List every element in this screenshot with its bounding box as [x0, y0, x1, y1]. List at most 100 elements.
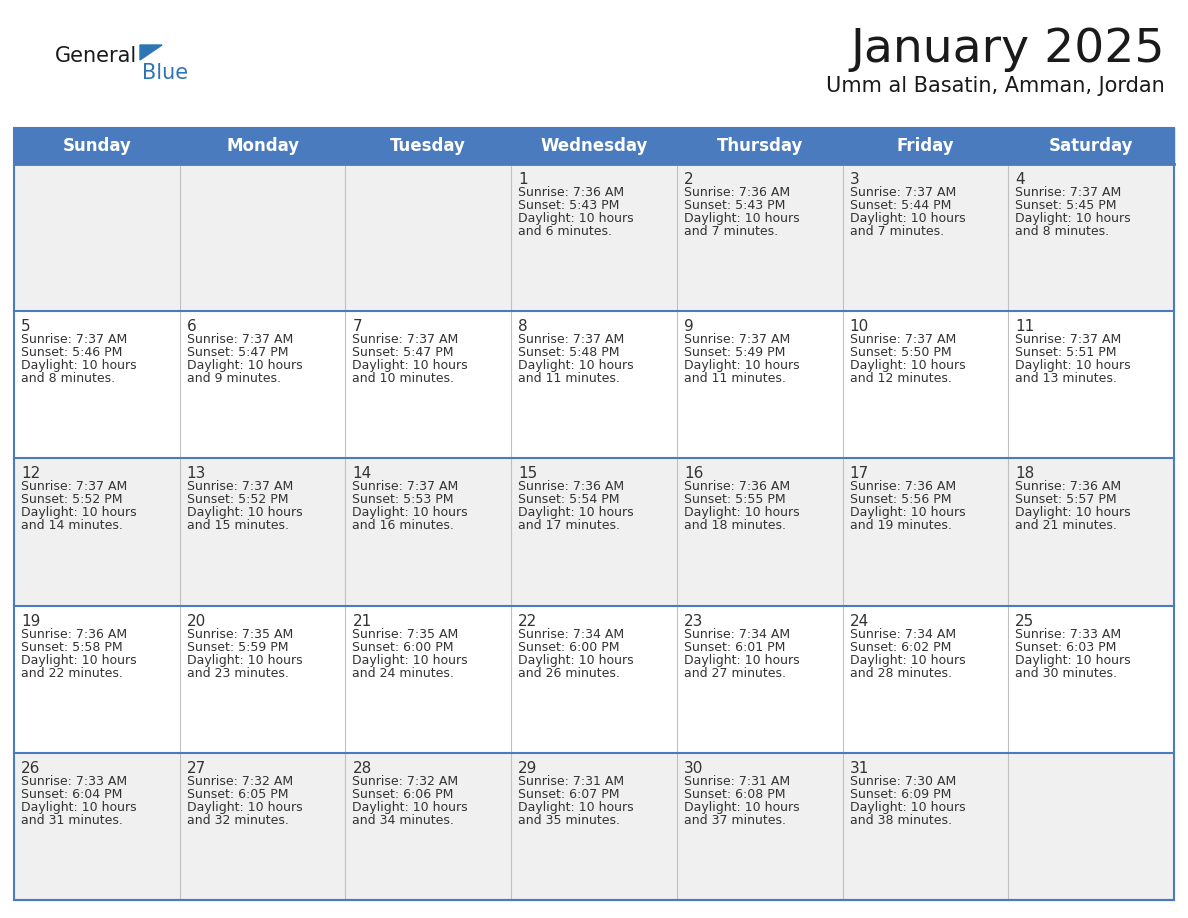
Text: and 13 minutes.: and 13 minutes.: [1016, 372, 1117, 386]
Text: Sunrise: 7:34 AM: Sunrise: 7:34 AM: [518, 628, 624, 641]
Bar: [14, 311, 1174, 458]
Bar: [14, 753, 1174, 900]
Text: Sunrise: 7:31 AM: Sunrise: 7:31 AM: [684, 775, 790, 788]
Text: 12: 12: [21, 466, 40, 481]
Text: and 21 minutes.: and 21 minutes.: [1016, 520, 1117, 532]
Text: and 22 minutes.: and 22 minutes.: [21, 666, 122, 679]
Text: 15: 15: [518, 466, 537, 481]
Text: Sunrise: 7:37 AM: Sunrise: 7:37 AM: [1016, 186, 1121, 199]
Text: Daylight: 10 hours: Daylight: 10 hours: [1016, 507, 1131, 520]
Text: and 14 minutes.: and 14 minutes.: [21, 520, 122, 532]
Text: 6: 6: [187, 319, 196, 334]
Text: Sunset: 5:54 PM: Sunset: 5:54 PM: [518, 493, 620, 507]
Text: and 19 minutes.: and 19 minutes.: [849, 520, 952, 532]
Text: Daylight: 10 hours: Daylight: 10 hours: [1016, 212, 1131, 225]
Text: Daylight: 10 hours: Daylight: 10 hours: [21, 359, 137, 372]
Text: 16: 16: [684, 466, 703, 481]
Text: Thursday: Thursday: [716, 137, 803, 155]
Text: Daylight: 10 hours: Daylight: 10 hours: [684, 800, 800, 813]
Text: Sunrise: 7:35 AM: Sunrise: 7:35 AM: [353, 628, 459, 641]
Text: Daylight: 10 hours: Daylight: 10 hours: [518, 212, 633, 225]
Text: Sunset: 6:03 PM: Sunset: 6:03 PM: [1016, 641, 1117, 654]
Text: Sunrise: 7:36 AM: Sunrise: 7:36 AM: [518, 186, 624, 199]
Text: and 8 minutes.: and 8 minutes.: [21, 372, 115, 386]
Text: Sunset: 6:07 PM: Sunset: 6:07 PM: [518, 788, 620, 800]
Text: Sunrise: 7:30 AM: Sunrise: 7:30 AM: [849, 775, 956, 788]
Text: Sunset: 5:47 PM: Sunset: 5:47 PM: [353, 346, 454, 359]
Text: Daylight: 10 hours: Daylight: 10 hours: [518, 507, 633, 520]
Text: Daylight: 10 hours: Daylight: 10 hours: [353, 359, 468, 372]
Text: Sunrise: 7:37 AM: Sunrise: 7:37 AM: [684, 333, 790, 346]
Text: Sunrise: 7:37 AM: Sunrise: 7:37 AM: [187, 333, 293, 346]
Text: Daylight: 10 hours: Daylight: 10 hours: [849, 654, 965, 666]
Text: Sunrise: 7:36 AM: Sunrise: 7:36 AM: [684, 186, 790, 199]
Text: Sunrise: 7:37 AM: Sunrise: 7:37 AM: [849, 186, 956, 199]
Text: 27: 27: [187, 761, 206, 776]
Bar: [14, 164, 1174, 311]
Text: Saturday: Saturday: [1049, 137, 1133, 155]
Text: Daylight: 10 hours: Daylight: 10 hours: [187, 800, 302, 813]
Text: 17: 17: [849, 466, 868, 481]
Text: Sunrise: 7:31 AM: Sunrise: 7:31 AM: [518, 775, 624, 788]
Text: Daylight: 10 hours: Daylight: 10 hours: [353, 507, 468, 520]
Text: Sunrise: 7:37 AM: Sunrise: 7:37 AM: [21, 333, 127, 346]
Text: Sunrise: 7:33 AM: Sunrise: 7:33 AM: [21, 775, 127, 788]
Text: Sunset: 6:08 PM: Sunset: 6:08 PM: [684, 788, 785, 800]
Text: and 26 minutes.: and 26 minutes.: [518, 666, 620, 679]
Text: Sunset: 5:47 PM: Sunset: 5:47 PM: [187, 346, 289, 359]
Text: Sunset: 6:04 PM: Sunset: 6:04 PM: [21, 788, 122, 800]
Text: Daylight: 10 hours: Daylight: 10 hours: [518, 359, 633, 372]
Text: Sunset: 6:00 PM: Sunset: 6:00 PM: [518, 641, 620, 654]
Text: Sunrise: 7:34 AM: Sunrise: 7:34 AM: [684, 628, 790, 641]
Text: Daylight: 10 hours: Daylight: 10 hours: [684, 507, 800, 520]
Text: Daylight: 10 hours: Daylight: 10 hours: [187, 359, 302, 372]
Text: and 8 minutes.: and 8 minutes.: [1016, 225, 1110, 238]
Text: 3: 3: [849, 172, 859, 187]
Text: January 2025: January 2025: [851, 28, 1165, 73]
Text: and 18 minutes.: and 18 minutes.: [684, 520, 785, 532]
Text: Sunday: Sunday: [63, 137, 132, 155]
Text: Sunset: 5:48 PM: Sunset: 5:48 PM: [518, 346, 620, 359]
Text: Sunset: 5:50 PM: Sunset: 5:50 PM: [849, 346, 952, 359]
Text: Sunrise: 7:33 AM: Sunrise: 7:33 AM: [1016, 628, 1121, 641]
Text: Sunrise: 7:37 AM: Sunrise: 7:37 AM: [353, 480, 459, 493]
Text: Sunset: 5:55 PM: Sunset: 5:55 PM: [684, 493, 785, 507]
Text: Friday: Friday: [897, 137, 954, 155]
Text: Sunrise: 7:35 AM: Sunrise: 7:35 AM: [187, 628, 293, 641]
Text: and 9 minutes.: and 9 minutes.: [187, 372, 280, 386]
Text: Sunset: 5:44 PM: Sunset: 5:44 PM: [849, 199, 950, 212]
Text: Daylight: 10 hours: Daylight: 10 hours: [353, 800, 468, 813]
Text: 30: 30: [684, 761, 703, 776]
Text: Sunset: 6:05 PM: Sunset: 6:05 PM: [187, 788, 289, 800]
Text: 23: 23: [684, 613, 703, 629]
Text: Wednesday: Wednesday: [541, 137, 647, 155]
Text: Sunset: 5:51 PM: Sunset: 5:51 PM: [1016, 346, 1117, 359]
Text: Daylight: 10 hours: Daylight: 10 hours: [187, 654, 302, 666]
Text: Sunrise: 7:34 AM: Sunrise: 7:34 AM: [849, 628, 955, 641]
Text: Daylight: 10 hours: Daylight: 10 hours: [849, 800, 965, 813]
Text: Sunset: 5:43 PM: Sunset: 5:43 PM: [684, 199, 785, 212]
Text: 25: 25: [1016, 613, 1035, 629]
Text: 4: 4: [1016, 172, 1025, 187]
Text: and 27 minutes.: and 27 minutes.: [684, 666, 785, 679]
Text: Sunset: 6:01 PM: Sunset: 6:01 PM: [684, 641, 785, 654]
Text: Sunrise: 7:37 AM: Sunrise: 7:37 AM: [21, 480, 127, 493]
Text: 14: 14: [353, 466, 372, 481]
Text: Monday: Monday: [226, 137, 299, 155]
Text: Sunset: 5:43 PM: Sunset: 5:43 PM: [518, 199, 619, 212]
Text: and 15 minutes.: and 15 minutes.: [187, 520, 289, 532]
Text: Daylight: 10 hours: Daylight: 10 hours: [684, 212, 800, 225]
Text: 19: 19: [21, 613, 40, 629]
Text: 21: 21: [353, 613, 372, 629]
Text: Sunrise: 7:37 AM: Sunrise: 7:37 AM: [353, 333, 459, 346]
Bar: [14, 606, 1174, 753]
Text: Sunrise: 7:36 AM: Sunrise: 7:36 AM: [684, 480, 790, 493]
Text: Sunrise: 7:37 AM: Sunrise: 7:37 AM: [187, 480, 293, 493]
Text: 2: 2: [684, 172, 694, 187]
Text: Sunrise: 7:36 AM: Sunrise: 7:36 AM: [21, 628, 127, 641]
Text: Sunset: 6:02 PM: Sunset: 6:02 PM: [849, 641, 950, 654]
Text: 22: 22: [518, 613, 537, 629]
Text: Sunrise: 7:32 AM: Sunrise: 7:32 AM: [187, 775, 292, 788]
Text: Daylight: 10 hours: Daylight: 10 hours: [187, 507, 302, 520]
Text: Sunrise: 7:37 AM: Sunrise: 7:37 AM: [1016, 333, 1121, 346]
